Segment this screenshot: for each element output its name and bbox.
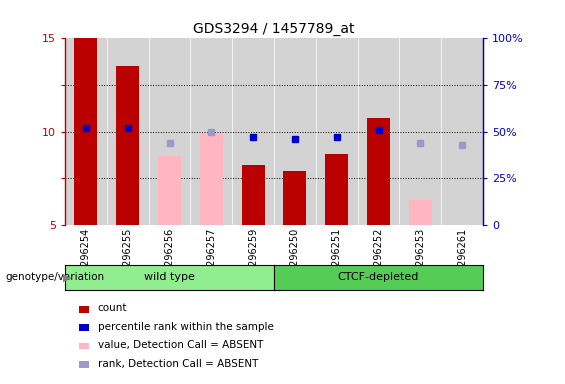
Bar (75, 38, 97, 225)
Title: GDS3294 / 1457789_at: GDS3294 / 1457789_at (193, 22, 355, 36)
Bar (441, 38, 483, 225)
Text: CTCF-depleted: CTCF-depleted (338, 272, 419, 283)
Bar (116, 66, 139, 225)
Bar (316, 38, 358, 225)
Text: rank, Detection Call = ABSENT: rank, Detection Call = ABSENT (98, 359, 258, 369)
Bar (358, 38, 399, 225)
Bar (149, 38, 190, 225)
Bar (274, 38, 316, 225)
Bar (367, 119, 390, 225)
Bar (242, 165, 264, 225)
Bar (409, 200, 432, 225)
Text: ▶: ▶ (63, 272, 72, 283)
Bar (200, 133, 223, 225)
Text: value, Detection Call = ABSENT: value, Detection Call = ABSENT (98, 340, 263, 350)
Text: wild type: wild type (144, 272, 195, 283)
Text: genotype/variation: genotype/variation (6, 272, 105, 283)
Bar (284, 170, 306, 225)
Bar (399, 38, 441, 225)
Bar (158, 156, 181, 225)
Text: count: count (98, 303, 127, 313)
Bar (232, 38, 274, 225)
Bar (107, 38, 149, 225)
Text: percentile rank within the sample: percentile rank within the sample (98, 322, 273, 332)
Bar (325, 154, 348, 225)
Bar (190, 38, 232, 225)
Bar (65, 38, 107, 225)
